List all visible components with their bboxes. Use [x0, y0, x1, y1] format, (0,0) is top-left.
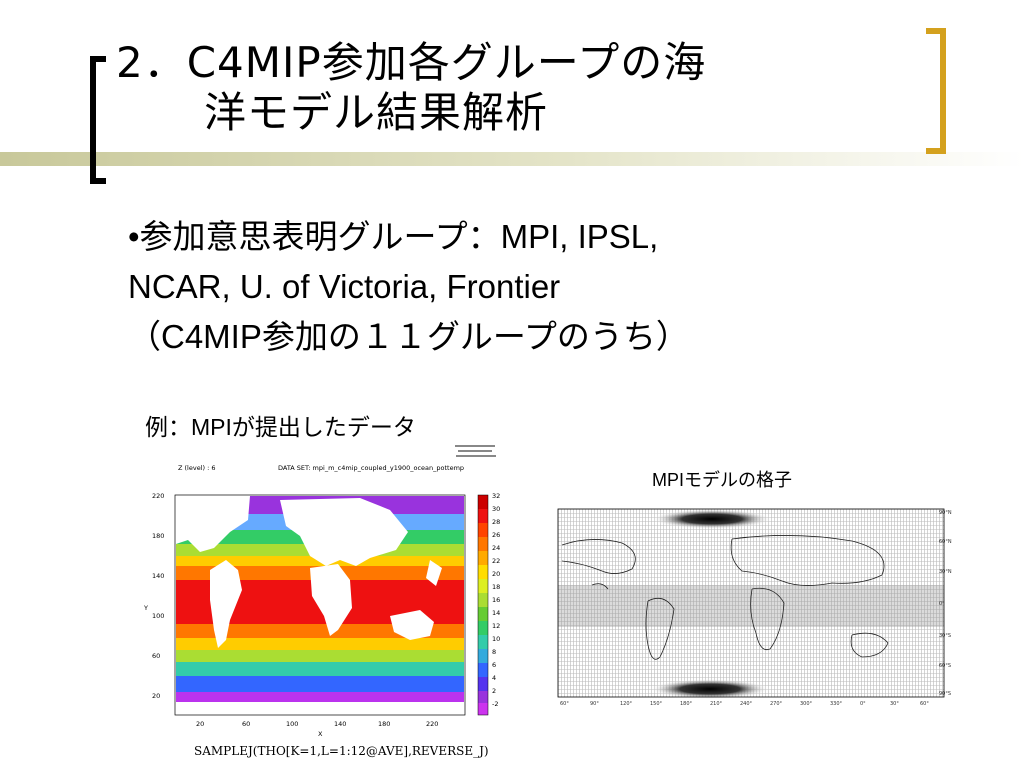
y-tick: 100 [152, 612, 164, 620]
map-header-dataset: DATA SET: mpi_m_c4mip_coupled_y1900_ocea… [278, 464, 464, 472]
grid-caption: MPIモデルの格子 [652, 470, 793, 490]
grid-y-tick: 90°N [939, 510, 952, 516]
y-axis-label: Y [143, 604, 148, 612]
grid-x-tick: 330° [830, 701, 843, 707]
color-legend-labels: 32 30 28 26 24 22 20 18 16 14 12 10 8 6 … [492, 492, 500, 708]
y-tick: 20 [152, 692, 160, 700]
grid-x-tick: 30° [890, 701, 899, 707]
bullet-paragraph: •参加意思表明グループ：MPI, IPSL, NCAR, U. of Victo… [128, 212, 928, 362]
color-legend [477, 494, 489, 716]
legend-label: 10 [492, 635, 500, 643]
grid-y-tick: 0° [939, 601, 945, 607]
legend-label: 2 [492, 687, 496, 695]
map-y-axis: 220 180 140 100 60 20 Y [143, 492, 164, 700]
grid-x-tick: 150° [650, 701, 663, 707]
grid-x-tick: 270° [770, 701, 783, 707]
grid-x-tick: 120° [620, 701, 633, 707]
y-tick: 180 [152, 532, 164, 540]
grid-pole-south [650, 679, 770, 699]
legend-label: 14 [492, 609, 500, 617]
y-tick: 60 [152, 652, 160, 660]
grid-x-tick: 210° [710, 701, 723, 707]
grid-x-tick: 60° [560, 701, 569, 707]
map-plot-area [174, 494, 466, 716]
legend-label: 12 [492, 622, 500, 630]
ferret-command: SAMPLEJ(THO[K=1,L=1:12@AVE],REVERSE_J) [194, 744, 489, 758]
legend-label: 4 [492, 674, 496, 682]
x-axis-label: X [318, 730, 323, 738]
ferret-version-stamp [455, 445, 496, 457]
x-tick: 180 [378, 720, 390, 728]
grid-pole-north [652, 509, 772, 529]
map-x-axis: 20 60 100 140 180 220 X [196, 720, 438, 738]
model-grid-map: 60° 90° 120° 150° 180° 210° 240° 270° 30… [552, 505, 954, 710]
grid-x-tick: 240° [740, 701, 753, 707]
bullet-line-2: NCAR, U. of Victoria, Frontier [128, 268, 561, 305]
grid-x-tick: 60° [920, 701, 929, 707]
legend-label: 18 [492, 583, 500, 591]
x-tick: 100 [286, 720, 298, 728]
x-tick: 60 [242, 720, 250, 728]
x-tick: 20 [196, 720, 204, 728]
title-line-1: 2．C4MIP参加各グループの海 [116, 38, 707, 87]
grid-y-tick: 60°S [939, 663, 951, 669]
grid-axis-labels: 60° 90° 120° 150° 180° 210° 240° 270° 30… [560, 510, 952, 707]
title-line-2: 洋モデル結果解析 [204, 88, 549, 137]
x-tick: 220 [426, 720, 438, 728]
grid-x-tick: 180° [680, 701, 693, 707]
right-bracket-decoration [926, 28, 946, 154]
grid-x-tick: 300° [800, 701, 813, 707]
legend-label: 32 [492, 492, 500, 500]
example-caption: 例：MPIが提出したデータ [145, 414, 416, 440]
ocean-temperature-map: Z (level) : 6 DATA SET: mpi_m_c4mip_coup… [143, 445, 500, 738]
y-tick: 220 [152, 492, 164, 500]
x-tick: 140 [334, 720, 346, 728]
bullet-line-3: （C4MIP参加の１１グループのうち） [128, 318, 689, 355]
title-underline-bar [0, 152, 1024, 166]
legend-label: 8 [492, 648, 496, 656]
grid-y-tick: 60°N [939, 539, 952, 545]
legend-label: 6 [492, 661, 496, 669]
legend-label: 30 [492, 505, 500, 513]
coastlines [561, 535, 889, 660]
bullet-line-1: •参加意思表明グループ：MPI, IPSL, [128, 218, 659, 255]
grid-y-tick: 30°N [939, 569, 952, 575]
legend-label: 16 [492, 596, 500, 604]
grid-y-tick: 90°S [939, 691, 951, 697]
legend-label: 22 [492, 557, 500, 565]
legend-label: 26 [492, 531, 500, 539]
slide-title: 2．C4MIP参加各グループの海 洋モデル結果解析 [116, 38, 916, 138]
legend-label: 28 [492, 518, 500, 526]
grid-y-tick: 30°S [939, 633, 951, 639]
y-tick: 140 [152, 572, 164, 580]
grid-x-tick: 0° [860, 701, 866, 707]
map-header-left: Z (level) : 6 [178, 464, 216, 472]
legend-label: 24 [492, 544, 500, 552]
legend-label: 20 [492, 570, 500, 578]
left-bracket-decoration [90, 56, 106, 184]
grid-x-tick: 90° [590, 701, 599, 707]
legend-label: -2 [492, 700, 498, 708]
